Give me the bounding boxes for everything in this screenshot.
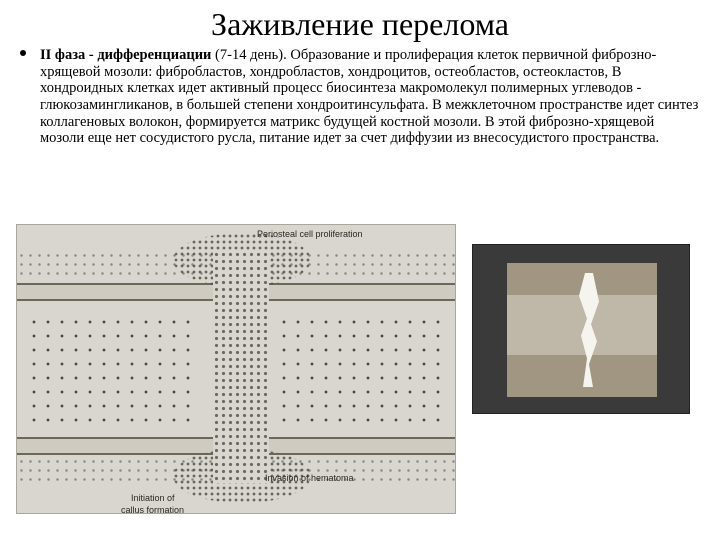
label-initiation-1: Initiation of [131,493,175,503]
label-hematoma: Invasion of hematoma [265,473,354,483]
body-paragraph: II фаза - дифференциации (7-14 день). Об… [0,47,720,147]
figure-photo-right [472,244,690,414]
phase-lead: II фаза - дифференциации [40,47,215,63]
label-initiation-2: callus formation [121,505,184,514]
histology-slide [507,263,657,397]
page-title: Заживление перелома [0,0,720,47]
histology-cortical-bottom [507,355,657,397]
fracture-gap-cells [213,251,269,483]
phase-days: (7-14 день). [215,47,287,63]
label-periosteal: Periosteal cell proliferation [257,229,363,239]
figure-diagram-left: Periosteal cell proliferation Invasion o… [16,224,456,514]
marrow-cells-left [27,315,197,425]
marrow-cells-right [277,315,447,425]
bullet-icon [20,50,26,56]
figure-row: Periosteal cell proliferation Invasion o… [0,224,720,540]
